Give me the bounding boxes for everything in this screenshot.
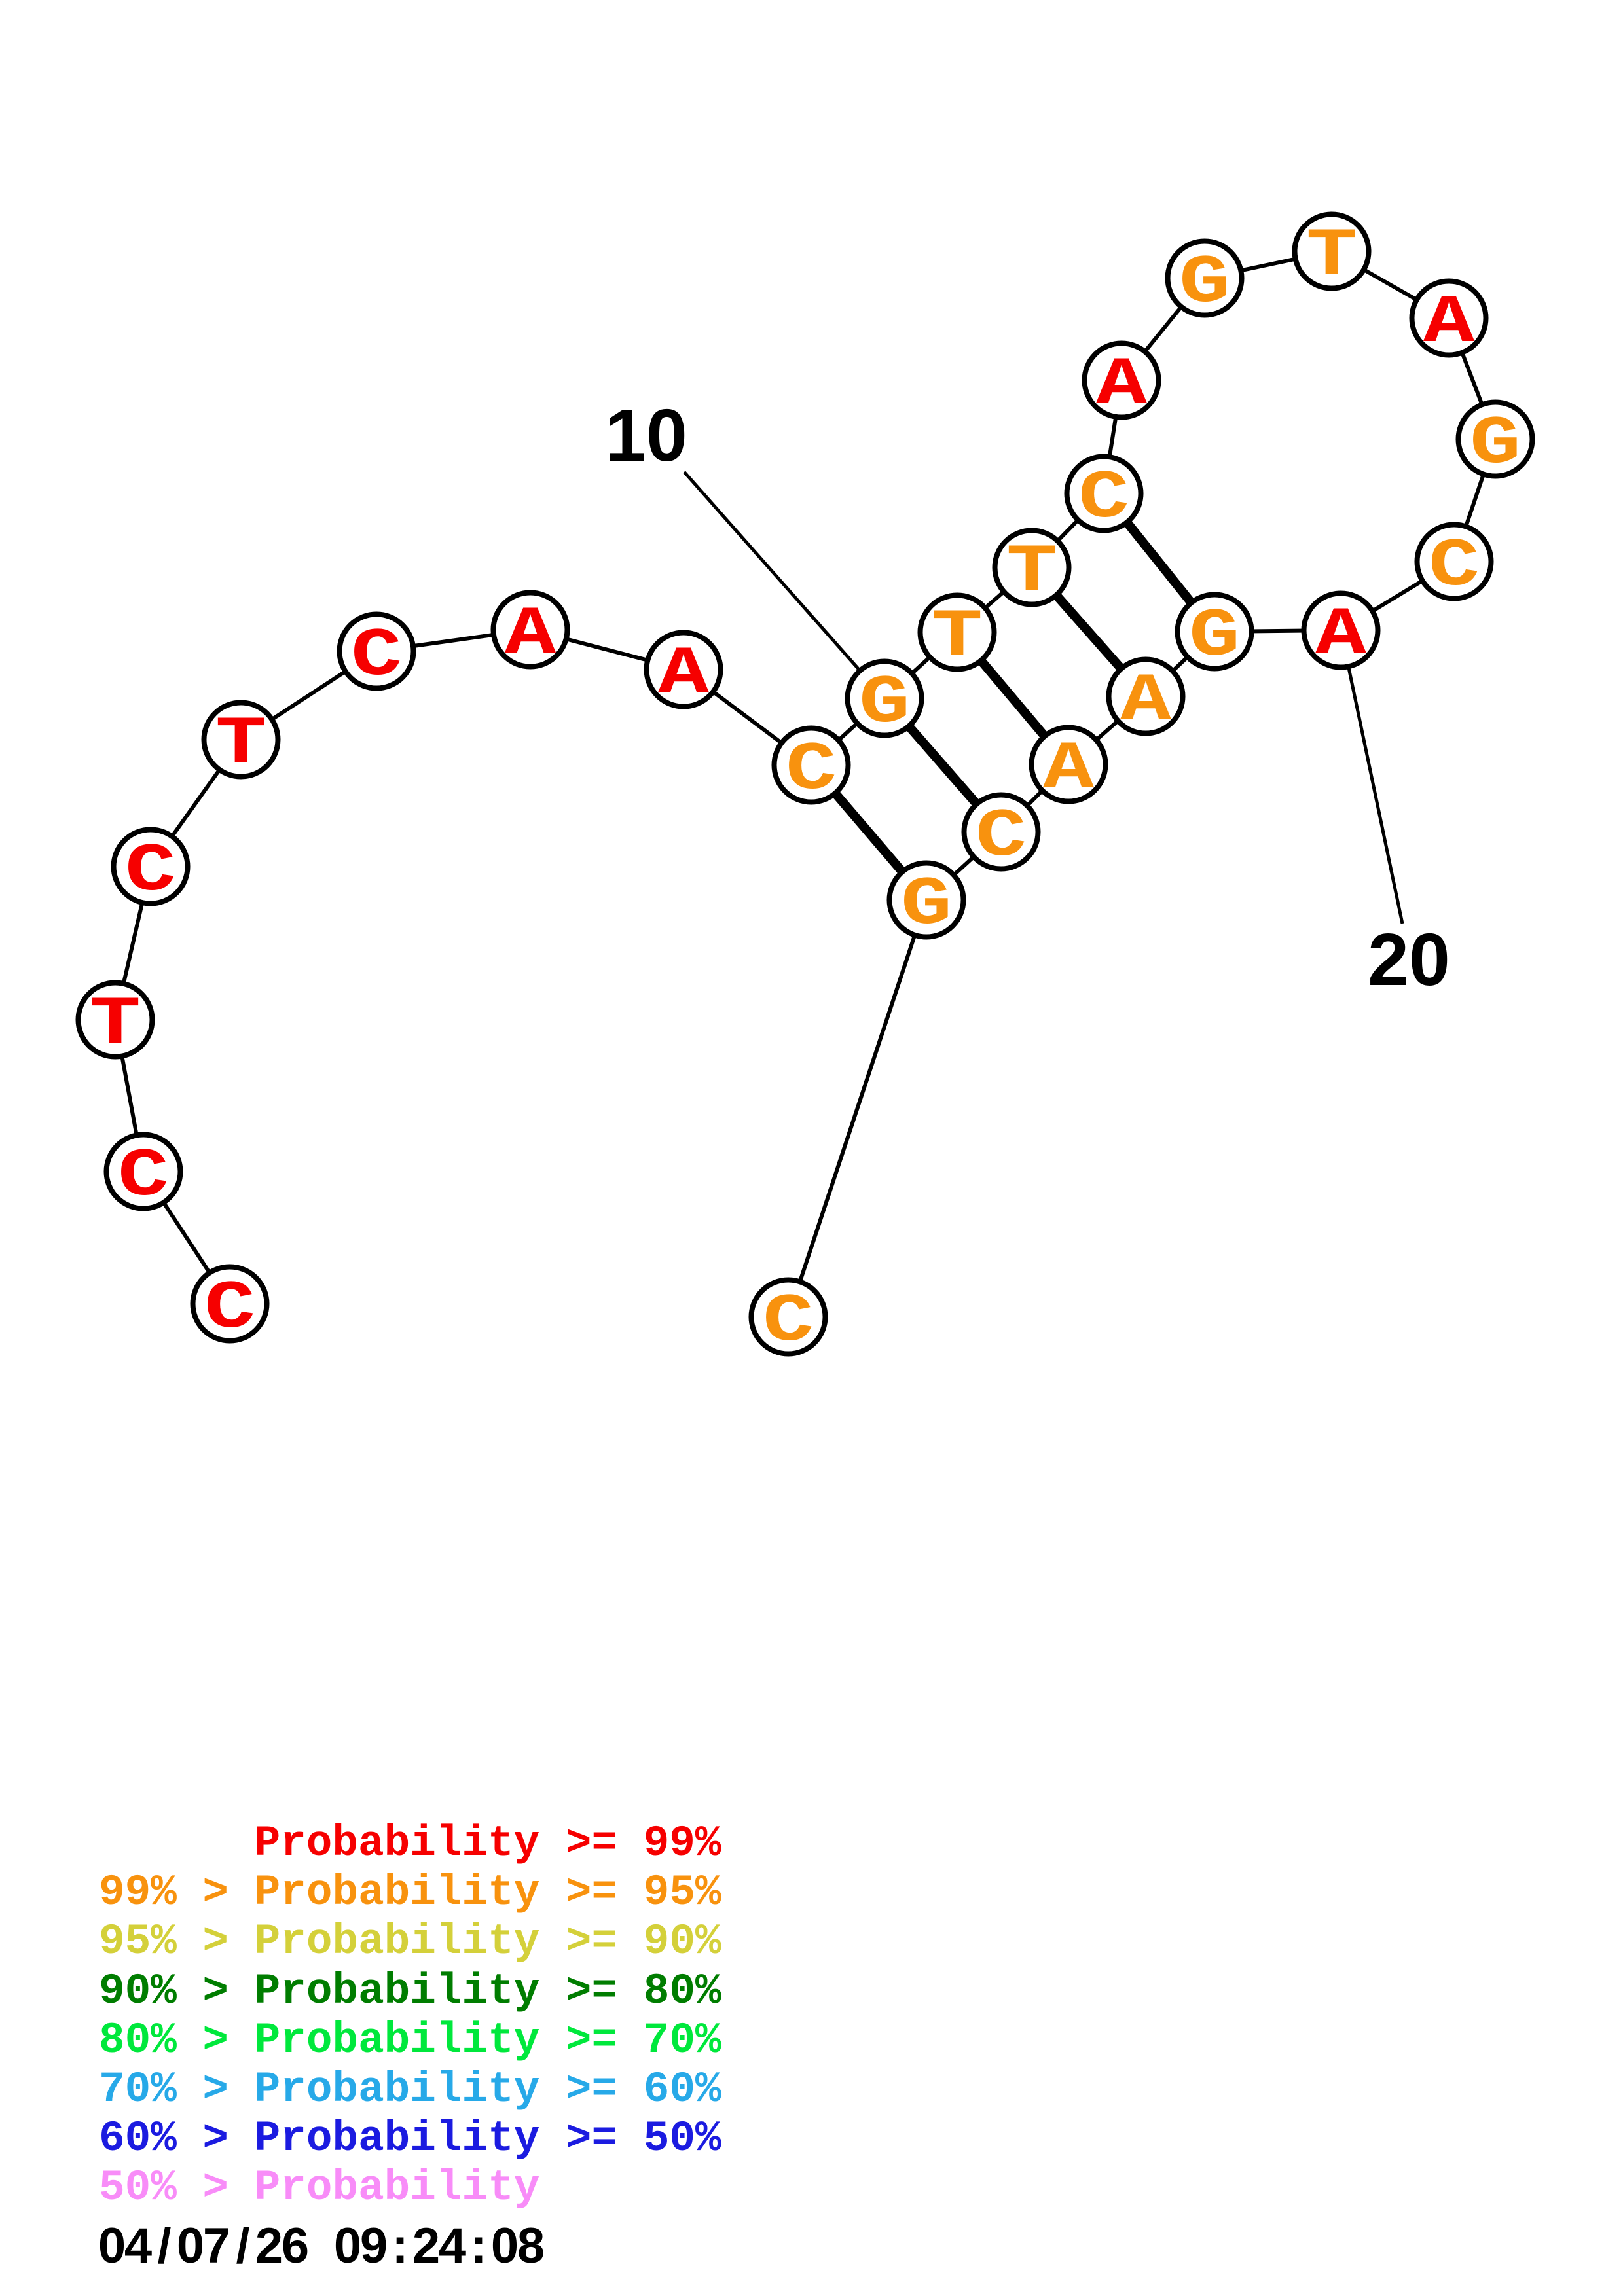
svg-text:C: C [204,1270,255,1347]
svg-text:20: 20 [1368,918,1450,1001]
svg-text:C: C [118,1138,169,1215]
svg-text:50% > Probability: 50% > Probability [99,2163,539,2212]
svg-text:T: T [932,599,983,675]
svg-text:80% > Probability >= 70%: 80% > Probability >= 70% [99,2016,721,2065]
svg-text:G: G [901,867,952,943]
svg-text:A: A [1423,285,1474,361]
svg-text:C: C [125,833,176,910]
svg-text:C: C [1078,460,1129,537]
svg-text:95% > Probability >= 90%: 95% > Probability >= 90% [99,1917,721,1966]
svg-text:T: T [215,706,266,783]
svg-text:G: G [859,665,910,742]
svg-text:C: C [786,732,837,808]
svg-text:10: 10 [605,394,687,476]
svg-text:99% > Probability >= 95%: 99% > Probability >= 95% [99,1868,721,1917]
svg-text:T: T [1006,534,1057,611]
svg-text:T: T [1306,218,1357,295]
svg-text:A: A [1043,731,1094,808]
svg-text:A: A [505,596,556,673]
svg-text:60% > Probability >= 50%: 60% > Probability >= 50% [99,2114,721,2163]
svg-text:C: C [351,618,402,694]
svg-text:G: G [1189,598,1240,675]
svg-text:G: G [1179,245,1230,321]
svg-text:Probability >= 99%: Probability >= 99% [255,1819,721,1868]
svg-text:C: C [1429,528,1480,605]
svg-text:90% > Probability >= 80%: 90% > Probability >= 80% [99,1967,721,2016]
svg-text:A: A [1315,597,1366,673]
svg-text:04/07/26 09:24:08: 04/07/26 09:24:08 [98,2218,545,2274]
svg-text:A: A [658,636,709,713]
svg-text:C: C [763,1283,814,1360]
svg-text:C: C [976,798,1027,875]
svg-text:A: A [1120,663,1171,740]
svg-text:G: G [1470,406,1521,482]
svg-text:70% > Probability >= 60%: 70% > Probability >= 60% [99,2065,721,2114]
svg-text:A: A [1096,347,1147,423]
svg-text:T: T [90,986,141,1063]
